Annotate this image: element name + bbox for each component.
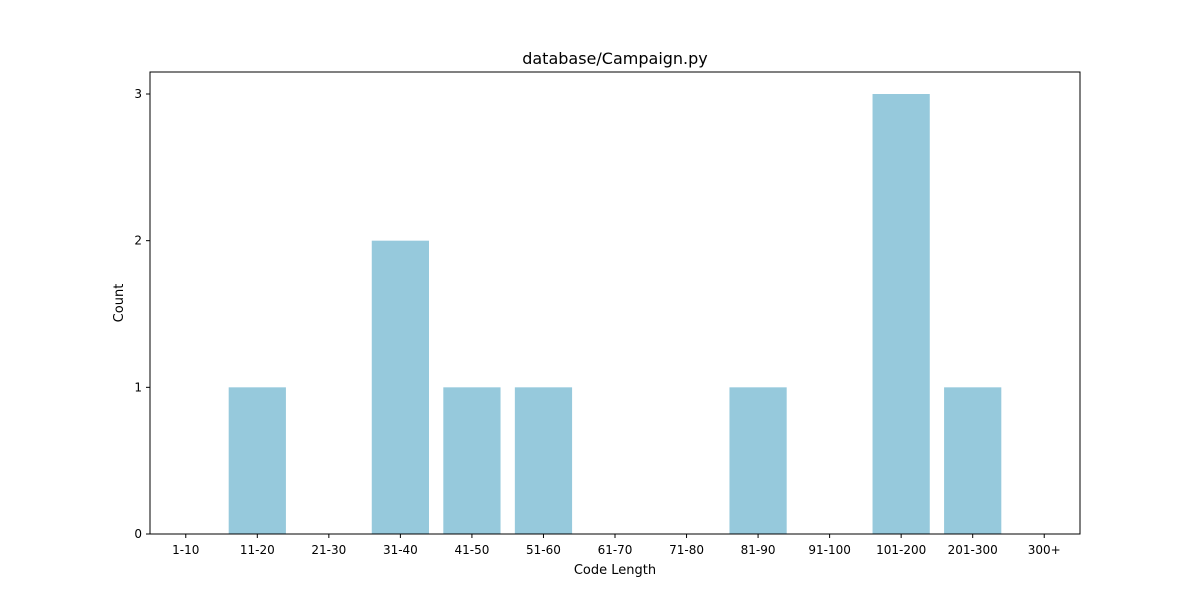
- x-tick-label: 101-200: [876, 543, 926, 557]
- bar-11-20: [228, 387, 286, 534]
- x-tick-label: 31-40: [383, 543, 418, 557]
- x-tick-label: 201-300: [948, 543, 998, 557]
- x-tick-label: 71-80: [669, 543, 704, 557]
- x-tick-label: 91-100: [808, 543, 851, 557]
- bar-81-90: [729, 387, 787, 534]
- x-tick-label: 81-90: [741, 543, 776, 557]
- chart-title: database/Campaign.py: [522, 49, 708, 68]
- y-tick-label: 0: [134, 527, 142, 541]
- x-tick-label: 21-30: [311, 543, 346, 557]
- bar-31-40: [371, 240, 429, 535]
- x-tick-label: 300+: [1028, 543, 1061, 557]
- bar-201-300: [944, 387, 1002, 534]
- y-tick-label: 1: [134, 380, 142, 394]
- y-tick-label: 2: [134, 234, 142, 248]
- bars-group: [228, 94, 1002, 535]
- bar-101-200: [872, 94, 930, 534]
- y-axis: 0 1 2 3: [134, 87, 150, 541]
- plot-frame: [149, 71, 1081, 535]
- bar-51-60: [514, 387, 573, 534]
- x-tick-label: 1-10: [172, 543, 199, 557]
- bar-41-50: [443, 387, 501, 534]
- x-axis: 1-10 11-20 21-30 31-40 41-50 51-60 61-70 71-80 8…: [172, 534, 1061, 557]
- x-tick-label: 11-20: [240, 543, 275, 557]
- x-axis-label: Code Length: [574, 563, 656, 578]
- y-tick-label: 3: [134, 87, 142, 101]
- x-tick-label: 41-50: [454, 543, 489, 557]
- x-tick-label: 61-70: [598, 543, 633, 557]
- x-tick-label: 51-60: [526, 543, 561, 557]
- y-axis-label: Count: [112, 284, 127, 323]
